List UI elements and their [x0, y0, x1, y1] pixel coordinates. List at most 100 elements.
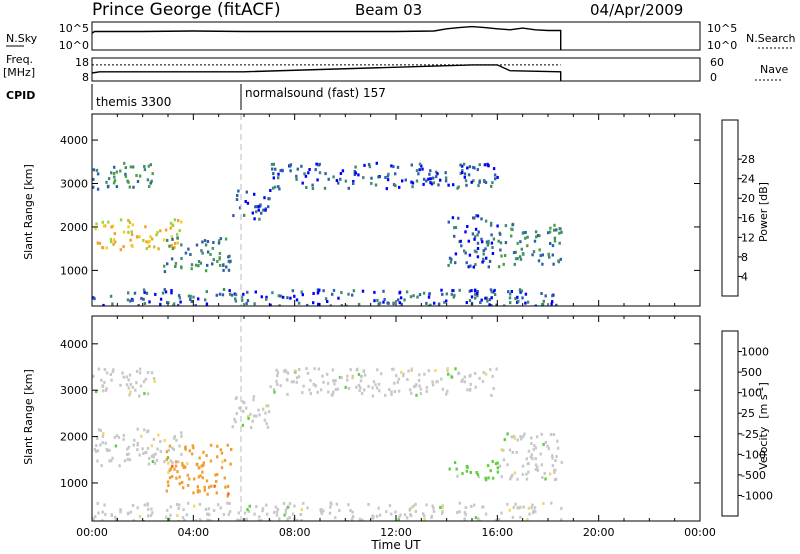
data-cell	[520, 437, 523, 441]
data-cell	[527, 470, 530, 474]
data-cell	[204, 269, 208, 273]
data-cell	[174, 265, 177, 268]
data-cell	[173, 245, 176, 249]
data-cell	[404, 178, 407, 182]
data-cell	[518, 255, 522, 259]
data-cell	[491, 460, 494, 463]
data-cell	[465, 469, 469, 473]
data-cell	[449, 260, 453, 264]
data-cell	[483, 163, 487, 167]
data-cell	[122, 245, 125, 249]
data-cell	[334, 379, 337, 383]
data-cell	[234, 299, 238, 303]
data-cell	[122, 433, 126, 437]
data-cell	[92, 177, 95, 181]
data-cell	[538, 234, 541, 238]
data-cell	[175, 232, 179, 236]
data-cell	[197, 475, 201, 479]
data-cell	[251, 211, 254, 215]
data-cell	[211, 246, 214, 250]
data-cell	[101, 220, 104, 224]
data-cell	[246, 299, 250, 303]
data-cell	[402, 374, 405, 378]
data-cell	[467, 265, 470, 269]
data-cell	[405, 290, 409, 294]
data-cell	[269, 519, 272, 521]
velocity-unit-close: ]	[757, 382, 770, 386]
data-cell	[190, 263, 194, 267]
data-cell	[257, 208, 260, 212]
data-cell	[217, 241, 221, 245]
data-cell	[397, 298, 400, 302]
colorbar-frame	[721, 119, 739, 297]
data-cell	[128, 221, 132, 224]
data-cell	[352, 182, 355, 185]
data-cell	[178, 229, 181, 233]
data-cell	[296, 167, 299, 171]
data-cell	[219, 506, 222, 510]
data-cell	[526, 300, 530, 304]
data-cell	[500, 511, 503, 515]
data-cell	[141, 447, 144, 451]
data-cell	[302, 384, 305, 388]
data-cell	[279, 294, 282, 298]
data-cell	[394, 172, 397, 176]
data-cell	[427, 295, 431, 299]
data-cell	[453, 461, 457, 465]
data-cell	[362, 369, 366, 373]
beam-title: Beam 03	[355, 1, 422, 19]
data-cell	[536, 234, 540, 238]
data-cell	[203, 488, 206, 492]
data-cell	[131, 223, 134, 227]
data-cell	[296, 518, 299, 521]
data-cell	[169, 221, 173, 225]
data-cell	[458, 288, 461, 292]
data-cell	[538, 248, 541, 252]
data-cell	[495, 303, 498, 306]
data-cell	[433, 301, 436, 305]
data-cell	[555, 455, 558, 458]
data-cell	[290, 380, 294, 384]
data-cell	[410, 163, 413, 167]
data-cell	[197, 297, 200, 301]
data-cell	[171, 237, 174, 241]
data-cell	[212, 258, 215, 262]
data-cell	[340, 304, 343, 306]
data-cell	[544, 440, 547, 444]
data-cell	[109, 373, 113, 376]
data-cell	[540, 463, 543, 467]
data-cell	[112, 368, 115, 372]
data-cell	[466, 388, 469, 392]
data-cell	[415, 179, 419, 183]
data-cell	[282, 502, 286, 505]
data-cell	[543, 471, 546, 475]
data-cell	[504, 224, 508, 228]
data-cell	[98, 241, 102, 245]
nsky-series-line	[91, 25, 562, 50]
data-cell	[255, 205, 258, 209]
data-cell	[96, 172, 100, 176]
nsky-left-tick-top: 10^5	[59, 22, 89, 35]
data-cell	[291, 289, 295, 293]
data-cell	[136, 506, 139, 510]
data-cell	[476, 168, 479, 172]
data-cell	[560, 518, 563, 521]
data-cell	[542, 502, 545, 505]
data-cell	[265, 512, 269, 516]
data-cell	[265, 503, 268, 507]
data-cell	[272, 172, 275, 176]
data-cell	[453, 293, 456, 297]
data-cell	[324, 172, 327, 176]
data-cell	[427, 177, 430, 181]
data-cell	[317, 302, 320, 306]
data-cell	[96, 187, 100, 191]
data-cell	[146, 178, 150, 182]
data-cell	[533, 506, 537, 510]
data-cell	[145, 240, 148, 244]
data-cell	[510, 227, 513, 231]
data-cell	[485, 296, 489, 300]
data-cell	[148, 239, 151, 243]
data-cell	[232, 214, 235, 218]
data-cell	[498, 464, 502, 468]
data-cell	[284, 508, 288, 512]
